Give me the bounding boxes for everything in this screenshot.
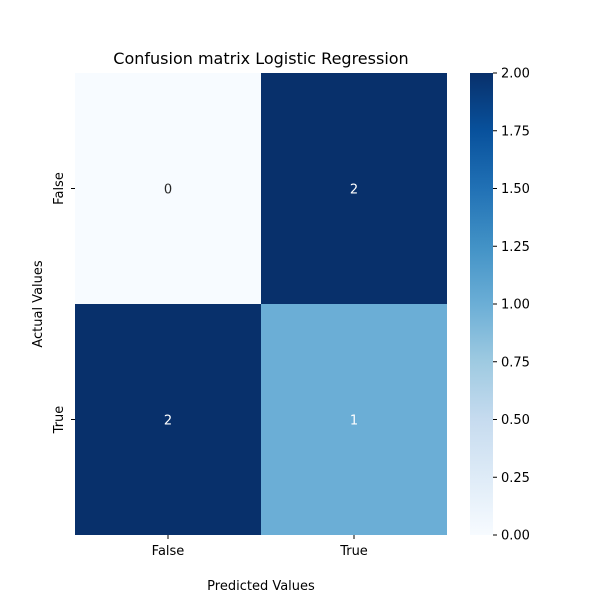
x-tick-label: True: [339, 544, 368, 559]
cell-value-label: 2: [350, 183, 358, 198]
colorbar-tick-label: 1.25: [501, 240, 530, 255]
cell-value-label: 1: [350, 414, 358, 429]
y-tick-label: True: [52, 406, 67, 435]
x-tick-label: False: [152, 544, 185, 559]
colorbar: [470, 73, 493, 535]
heatmap-cell: [75, 73, 261, 304]
y-tick-label: False: [52, 172, 67, 205]
heatmap-cell: [75, 304, 261, 535]
cell-value-label: 2: [164, 414, 172, 429]
colorbar-tick-label: 0.75: [501, 355, 530, 370]
colorbar-tick-label: 0.00: [501, 529, 530, 544]
cell-value-label: 0: [164, 183, 172, 198]
colorbar-tick-label: 2.00: [501, 67, 530, 82]
y-axis-label: Actual Values: [31, 260, 46, 348]
colorbar-tick-label: 0.25: [501, 471, 530, 486]
heatmap-cell: [261, 73, 447, 304]
heatmap-cell: [261, 304, 447, 535]
colorbar-tick-label: 1.75: [501, 124, 530, 139]
x-axis-label: Predicted Values: [207, 579, 315, 594]
chart-title: Confusion matrix Logistic Regression: [113, 49, 408, 68]
colorbar-tick-label: 1.50: [501, 182, 530, 197]
colorbar-tick-label: 1.00: [501, 298, 530, 313]
colorbar-tick-label: 0.50: [501, 413, 530, 428]
